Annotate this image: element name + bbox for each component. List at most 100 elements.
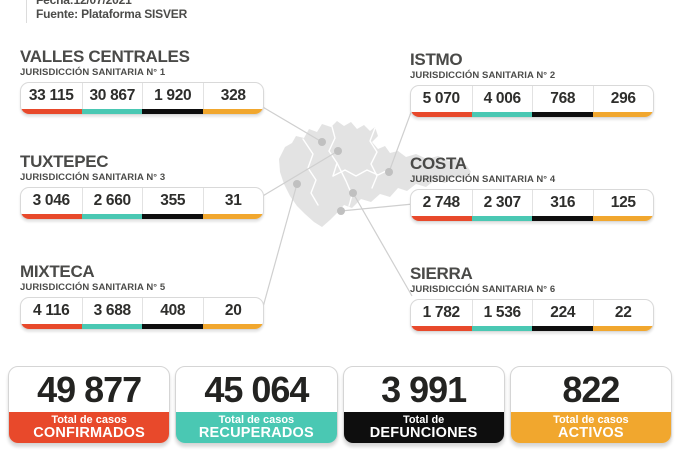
- total-recovered-box: 45 064 Total de casos RECUPERADOS: [175, 366, 338, 444]
- deaths-strip: [532, 112, 593, 117]
- active-cell: 20: [202, 298, 264, 329]
- confirmed-cell: 33 115: [21, 83, 82, 114]
- total-active-value: 822: [562, 368, 620, 410]
- connector-costa: [340, 203, 414, 212]
- stat-box: 1 782 1 536 224 22: [410, 299, 654, 332]
- recovered-cell: 30 867: [81, 83, 142, 114]
- active-count: 328: [202, 83, 264, 109]
- deaths-count: 408: [142, 298, 203, 324]
- report-date: Fecha:12/07/2021: [36, 0, 132, 7]
- active-strip: [592, 112, 653, 117]
- deaths-strip: [142, 109, 203, 114]
- confirmed-strip: [411, 326, 472, 331]
- deaths-count: 316: [532, 190, 593, 216]
- total-deaths-value: 3 991: [381, 368, 467, 410]
- deaths-cell: 1 920: [142, 83, 203, 114]
- recovered-count: 3 688: [81, 298, 143, 324]
- confirmed-strip: [21, 324, 82, 329]
- total-label-line2: RECUPERADOS: [198, 425, 314, 441]
- map-dot-mixteca: [293, 180, 301, 188]
- confirmed-count: 5 070: [422, 90, 461, 107]
- stat-box: 2 748 2 307 316 125: [410, 189, 654, 222]
- deaths-strip: [532, 216, 593, 221]
- deaths-cell: 355: [142, 188, 203, 219]
- deaths-strip: [142, 214, 203, 219]
- connector-sierra: [352, 192, 413, 297]
- connector-valles-centrales: [260, 105, 323, 143]
- stat-box: 5 070 4 006 768 296: [410, 85, 654, 118]
- total-label-line1: Total de casos: [553, 414, 629, 426]
- deaths-cell: 316: [532, 190, 593, 221]
- recovered-count: 4 006: [471, 86, 533, 112]
- confirmed-cell: 3 046: [21, 188, 82, 219]
- stat-box: 33 115 30 867 1 920 328: [20, 82, 264, 115]
- stat-box: 4 116 3 688 408 20: [20, 297, 264, 330]
- active-strip: [202, 214, 263, 219]
- confirmed-strip: [21, 214, 82, 219]
- active-cell: 328: [202, 83, 264, 114]
- recovered-cell: 3 688: [81, 298, 143, 329]
- deaths-count: 355: [142, 188, 203, 214]
- active-strip: [592, 326, 653, 331]
- confirmed-count: 2 748: [422, 194, 461, 211]
- total-label-line1: Total de casos: [218, 414, 295, 426]
- total-confirmed-band: Total de casos CONFIRMADOS: [9, 412, 170, 443]
- card-istmo: ISTMO JURISDICCIÓN SANITARIA N° 2 5 070 …: [410, 51, 654, 118]
- active-count: 296: [592, 86, 654, 112]
- recovered-count: 2 307: [471, 190, 533, 216]
- active-count: 125: [592, 190, 654, 216]
- confirmed-cell: 5 070: [411, 86, 472, 117]
- header: Fecha:12/07/2021 Fuente: Plataforma SISV…: [36, 0, 187, 21]
- confirmed-count: 33 115: [28, 87, 74, 104]
- jurisdiction-title: COSTA: [410, 154, 467, 173]
- deaths-strip: [142, 324, 203, 329]
- connector-istmo: [388, 106, 414, 173]
- active-strip: [202, 324, 263, 329]
- confirmed-strip: [411, 216, 472, 221]
- map-connectors: [260, 105, 414, 308]
- deaths-cell: 224: [532, 300, 593, 331]
- recovered-strip: [471, 326, 532, 331]
- total-label-line1: Total de casos: [51, 414, 127, 426]
- confirmed-strip: [21, 109, 82, 114]
- total-recovered-value: 45 064: [204, 368, 309, 410]
- confirmed-count: 1 782: [422, 304, 461, 321]
- header-divider: [26, 0, 27, 23]
- map-internal-borders: [302, 122, 389, 207]
- total-label-line2: CONFIRMADOS: [33, 425, 145, 441]
- map-dot-sierra: [349, 189, 357, 197]
- recovered-strip: [81, 214, 142, 219]
- recovered-cell: 2 307: [471, 190, 533, 221]
- active-cell: 296: [592, 86, 654, 117]
- jurisdiction-title: ISTMO: [410, 50, 463, 69]
- deaths-count: 1 920: [142, 83, 203, 109]
- card-costa: COSTA JURISDICCIÓN SANITARIA N° 4 2 748 …: [410, 155, 654, 222]
- total-deaths-box: 3 991 Total de DEFUNCIONES: [342, 366, 505, 444]
- confirmed-count: 3 046: [32, 192, 71, 209]
- jurisdiction-subtitle: JURISDICCIÓN SANITARIA N° 2: [410, 70, 556, 81]
- total-confirmed-value: 49 877: [37, 368, 142, 410]
- active-cell: 22: [592, 300, 653, 331]
- recovered-strip: [81, 109, 142, 114]
- jurisdiction-subtitle: JURISDICCIÓN SANITARIA N° 4: [410, 174, 556, 185]
- recovered-cell: 1 536: [471, 300, 532, 331]
- total-label-line2: DEFUNCIONES: [369, 425, 478, 441]
- map-dot-tuxtepec: [334, 147, 342, 155]
- jurisdiction-title: MIXTECA: [20, 262, 95, 281]
- recovered-strip: [471, 112, 532, 117]
- recovered-cell: 2 660: [81, 188, 143, 219]
- recovered-cell: 4 006: [471, 86, 533, 117]
- active-strip: [202, 109, 263, 114]
- total-confirmed-box: 49 877 Total de casos CONFIRMADOS: [8, 366, 171, 444]
- confirmed-cell: 2 748: [411, 190, 472, 221]
- card-tuxtepec: TUXTEPEC JURISDICCIÓN SANITARIA N° 3 3 0…: [20, 153, 264, 220]
- deaths-cell: 768: [532, 86, 593, 117]
- total-active-box: 822 Total de casos ACTIVOS: [509, 366, 672, 444]
- total-label-line1: Total de: [402, 414, 445, 426]
- active-count: 20: [202, 298, 264, 324]
- recovered-count: 2 660: [81, 188, 143, 214]
- jurisdiction-subtitle: JURISDICCIÓN SANITARIA N° 6: [410, 284, 556, 295]
- total-deaths-band: Total de DEFUNCIONES: [343, 412, 504, 443]
